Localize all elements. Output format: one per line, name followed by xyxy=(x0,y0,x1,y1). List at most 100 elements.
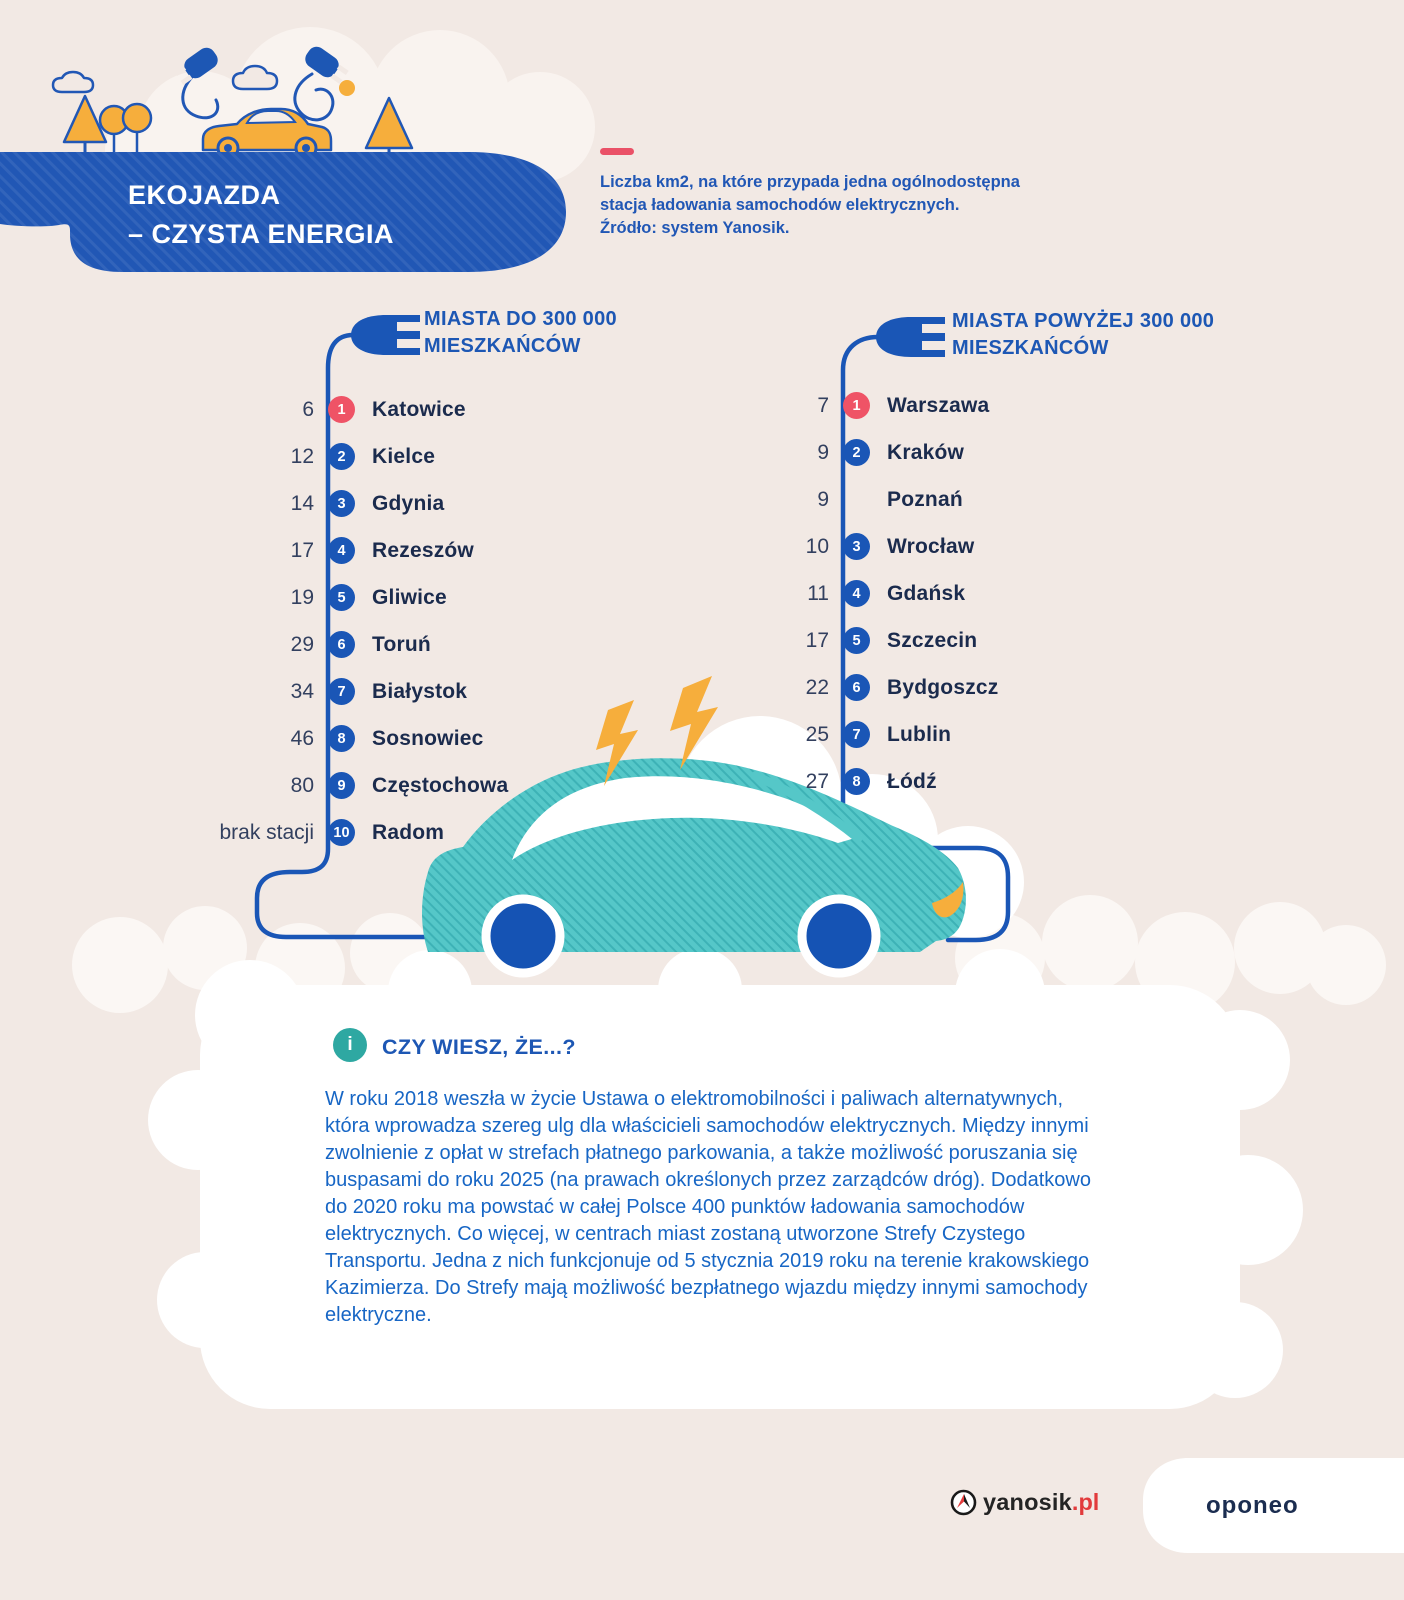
header-blob xyxy=(0,152,566,272)
city-list-small: 6 1 Katowice 12 2 Kielce 14 3 Gdynia 17 4 Rezeszów 1… xyxy=(158,386,618,856)
cable-left-list xyxy=(254,332,436,940)
rank-badge: 4 xyxy=(328,537,355,564)
yanosik-wordmark: yanosik xyxy=(983,1489,1072,1515)
car-illustration xyxy=(422,758,966,978)
plug-icon-left-list xyxy=(351,315,422,355)
city-name: Gdynia xyxy=(372,491,445,515)
city-name: Wrocław xyxy=(887,534,975,558)
rank-badge: 8 xyxy=(328,725,355,752)
station-density-value: 11 xyxy=(807,581,829,605)
legend-text: Liczba km2, na które przypada jedna ogól… xyxy=(600,173,1020,237)
info-icon: i xyxy=(333,1028,367,1062)
city-name: Szczecin xyxy=(887,628,978,652)
plug-icon-top-left xyxy=(174,47,220,120)
plug-icon-top-right xyxy=(293,46,349,122)
sun-icon xyxy=(339,80,355,96)
rank-badge-slot: 8 xyxy=(328,725,355,752)
station-density-value: 46 xyxy=(290,726,314,750)
page-title: EKOJAZDA – CZYSTA ENERGIA xyxy=(128,180,395,249)
rank-badge: 3 xyxy=(328,490,355,517)
rank-badge: 7 xyxy=(843,721,870,748)
list-item: 80 9 Częstochowa xyxy=(158,762,618,809)
rank-badge-slot xyxy=(843,486,870,513)
info-paragraph: W roku 2018 weszła w życie Ustawa o elek… xyxy=(325,1088,1091,1326)
station-density-value: 27 xyxy=(805,769,829,793)
rank-badge-slot: 6 xyxy=(843,674,870,701)
rank-badge: 6 xyxy=(843,674,870,701)
station-density-value: 17 xyxy=(805,628,829,652)
bush-tree-icon xyxy=(98,102,153,153)
rank-badge-slot: 5 xyxy=(328,584,355,611)
rank-badge-slot: 3 xyxy=(843,533,870,560)
city-name: Gliwice xyxy=(372,585,447,609)
rank-badge: 8 xyxy=(843,768,870,795)
rank-badge-slot: 6 xyxy=(328,631,355,658)
rank-badge: 2 xyxy=(328,443,355,470)
station-density-value: 9 xyxy=(817,487,829,511)
city-name: Białystok xyxy=(372,679,468,703)
rank-badge: 4 xyxy=(843,580,870,607)
rank-badge-slot: 4 xyxy=(843,580,870,607)
cloud-outline-icon xyxy=(51,64,279,94)
yanosik-tld: .pl xyxy=(1071,1489,1100,1515)
tree-icon xyxy=(62,94,414,157)
list-item: 12 2 Kielce xyxy=(158,433,618,480)
station-density-value: 7 xyxy=(817,393,829,417)
rank-badge: 1 xyxy=(843,392,870,419)
rank-badge: 2 xyxy=(843,439,870,466)
legend-dash xyxy=(600,148,634,155)
station-density-value: 10 xyxy=(805,534,829,558)
cable-right-list xyxy=(840,334,1011,943)
city-name: Kielce xyxy=(372,444,436,468)
plug-icon-right-list xyxy=(876,317,947,357)
rank-badge-slot: 8 xyxy=(843,768,870,795)
list-header-small-cities: MIASTA DO 300 000 MIESZKAŃCÓW xyxy=(424,308,617,357)
city-name: Rezeszów xyxy=(372,538,474,562)
rank-badge-slot: 1 xyxy=(328,396,355,423)
city-name: Kraków xyxy=(887,440,965,464)
station-density-value: 80 xyxy=(290,773,314,797)
rank-badge: 1 xyxy=(328,396,355,423)
yanosik-arrow-icon xyxy=(950,1489,977,1516)
list-item: 17 4 Rezeszów xyxy=(158,527,618,574)
station-density-value: 6 xyxy=(302,397,314,421)
rank-badge: 7 xyxy=(328,678,355,705)
city-name: Katowice xyxy=(372,397,466,421)
rank-badge-slot: 3 xyxy=(328,490,355,517)
city-name: Radom xyxy=(372,820,445,844)
list-item: 22 6 Bydgoszcz xyxy=(683,664,1143,711)
list-item: 10 3 Wrocław xyxy=(683,523,1143,570)
lightning-icon xyxy=(596,676,718,786)
city-name: Gdańsk xyxy=(887,581,966,605)
rank-badge-slot: 4 xyxy=(328,537,355,564)
rank-badge-slot: 7 xyxy=(328,678,355,705)
rank-badge-slot: 2 xyxy=(843,439,870,466)
oponeo-logo: oponeo xyxy=(1206,1492,1299,1519)
wheel-icon xyxy=(481,894,565,978)
list-item: 46 8 Sosnowiec xyxy=(158,715,618,762)
list-item: 9 Poznań xyxy=(683,476,1143,523)
info-title: CZY WIESZ, ŻE...? xyxy=(382,1035,576,1059)
list-item: brak stacji 10 Radom xyxy=(158,809,618,856)
rank-badge: 9 xyxy=(328,772,355,799)
list-item: 25 7 Lublin xyxy=(683,711,1143,758)
list-item: 29 6 Toruń xyxy=(158,621,618,668)
list-item: 6 1 Katowice xyxy=(158,386,618,433)
station-density-value: 34 xyxy=(290,679,314,703)
rank-badge: 5 xyxy=(843,627,870,654)
list-item: 17 5 Szczecin xyxy=(683,617,1143,664)
city-name: Łódź xyxy=(887,769,937,793)
station-density-value: 25 xyxy=(805,722,829,746)
city-name: Lublin xyxy=(887,722,952,746)
list-item: 7 1 Warszawa xyxy=(683,382,1143,429)
city-list-large: 7 1 Warszawa 9 2 Kraków 9 Poznań 10 3 Wrocław 11 4 Gd… xyxy=(683,382,1143,805)
station-density-value: 19 xyxy=(290,585,314,609)
station-density-value: 9 xyxy=(817,440,829,464)
rank-badge-slot: 2 xyxy=(328,443,355,470)
list-item: 14 3 Gdynia xyxy=(158,480,618,527)
rank-badge: 3 xyxy=(843,533,870,560)
oponeo-blob xyxy=(1143,1458,1404,1553)
list-item: 9 2 Kraków xyxy=(683,429,1143,476)
